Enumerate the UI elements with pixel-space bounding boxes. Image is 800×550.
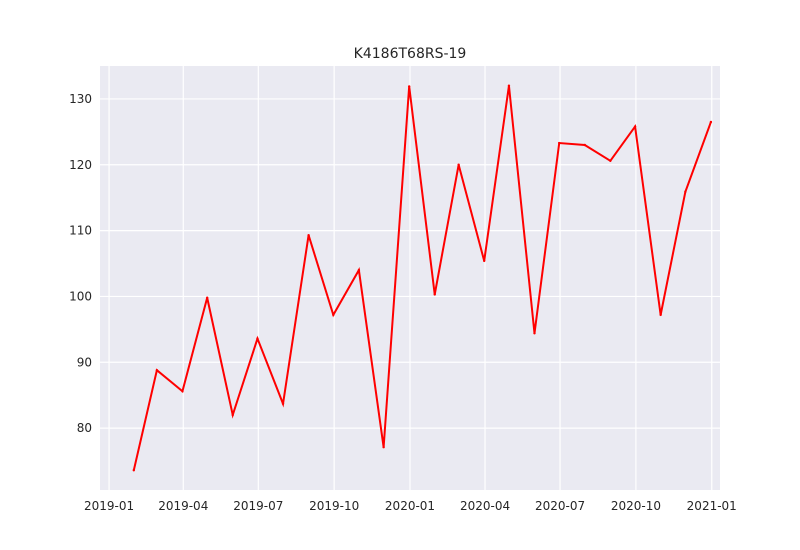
series-line bbox=[132, 85, 712, 471]
series-layer bbox=[132, 84, 713, 472]
y-tick-label: 130 bbox=[69, 92, 92, 106]
data-point bbox=[709, 120, 713, 124]
data-point bbox=[684, 190, 687, 193]
data-point bbox=[181, 390, 184, 393]
data-point bbox=[659, 313, 662, 317]
data-point bbox=[231, 413, 234, 417]
x-tick-label: 2020-10 bbox=[611, 499, 661, 513]
x-tick-label: 2019-01 bbox=[84, 499, 134, 513]
data-point bbox=[155, 368, 159, 372]
y-tick-label: 110 bbox=[69, 224, 92, 238]
x-tick-label: 2020-07 bbox=[535, 499, 585, 513]
x-tick-label: 2019-10 bbox=[309, 499, 359, 513]
data-point bbox=[609, 159, 612, 163]
data-point bbox=[583, 143, 586, 147]
data-point bbox=[357, 268, 361, 272]
data-point bbox=[433, 293, 436, 296]
y-tick-label: 90 bbox=[77, 355, 92, 369]
x-tick-label: 2020-04 bbox=[460, 499, 510, 513]
data-point bbox=[457, 163, 460, 166]
data-point bbox=[205, 296, 209, 299]
chart-title: K4186T68RS-19 bbox=[354, 46, 467, 62]
data-point bbox=[633, 125, 637, 128]
data-point bbox=[307, 234, 310, 237]
x-tick-label: 2019-04 bbox=[158, 499, 208, 513]
data-point bbox=[281, 402, 285, 405]
data-point bbox=[558, 141, 561, 145]
y-tick-label: 120 bbox=[69, 158, 92, 172]
data-point bbox=[407, 85, 411, 88]
data-point bbox=[507, 84, 511, 87]
data-point bbox=[483, 259, 486, 263]
data-point bbox=[533, 332, 536, 335]
y-tick-label: 80 bbox=[77, 421, 92, 435]
x-tick-label: 2020-01 bbox=[385, 499, 435, 513]
data-point bbox=[256, 337, 259, 340]
y-tick-label: 100 bbox=[69, 289, 92, 303]
data-point bbox=[132, 469, 135, 472]
data-point bbox=[382, 446, 385, 449]
tick-labels: 2019-01 2019-04 2019-07 2019-10 2020-01 2020-… bbox=[69, 92, 737, 513]
x-tick-label: 2021-01 bbox=[687, 499, 737, 513]
x-tick-label: 2019-07 bbox=[233, 499, 283, 513]
data-point bbox=[332, 313, 335, 317]
